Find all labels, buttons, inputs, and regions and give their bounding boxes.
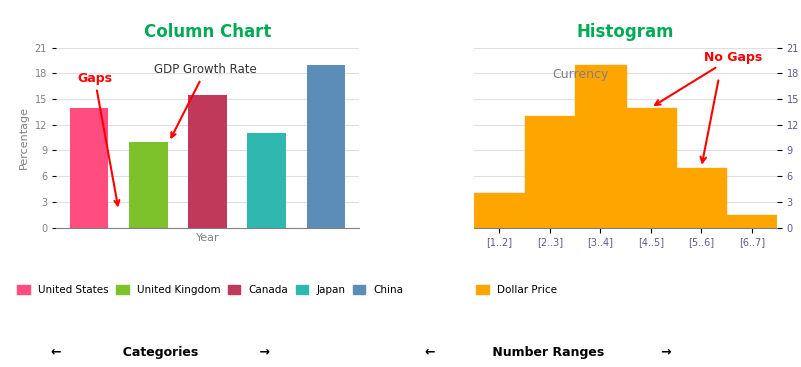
Bar <box>307 65 345 228</box>
Bar <box>676 168 727 228</box>
Legend: Dollar Price: Dollar Price <box>472 281 562 299</box>
Text: ←             Number Ranges             →: ← Number Ranges → <box>425 346 672 359</box>
Bar <box>70 108 108 228</box>
X-axis label: Year: Year <box>195 233 219 243</box>
Bar <box>727 215 777 228</box>
Text: Currency: Currency <box>552 68 608 81</box>
Bar <box>188 95 227 228</box>
Title: Histogram: Histogram <box>577 23 674 41</box>
Bar <box>248 133 286 228</box>
Bar <box>525 116 575 228</box>
Bar <box>474 193 525 228</box>
Legend: United States, United Kingdom, Canada, Japan, China: United States, United Kingdom, Canada, J… <box>14 281 408 299</box>
Text: ←              Categories              →: ← Categories → <box>50 346 270 359</box>
Text: Gaps: Gaps <box>77 72 119 206</box>
Bar <box>575 65 626 228</box>
Text: GDP Growth Rate: GDP Growth Rate <box>155 63 257 137</box>
Text: No Gaps: No Gaps <box>655 51 762 105</box>
Bar <box>626 108 676 228</box>
Bar <box>129 142 167 228</box>
Y-axis label: Percentage: Percentage <box>19 106 29 169</box>
Title: Column Chart: Column Chart <box>144 23 272 41</box>
